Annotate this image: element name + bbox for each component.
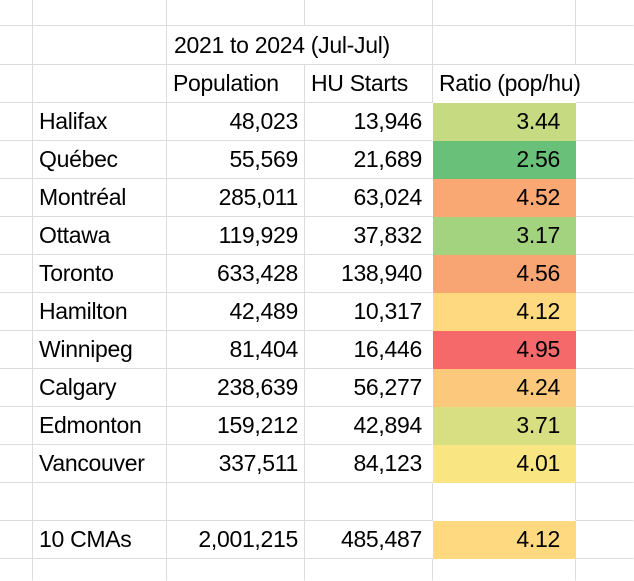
city-name-cell[interactable]: Calgary <box>33 369 167 407</box>
empty-cell[interactable] <box>33 0 167 26</box>
empty-cell[interactable] <box>33 483 167 521</box>
empty-cell[interactable] <box>576 521 634 559</box>
population-header-cell[interactable]: Population <box>167 65 305 103</box>
total-label-cell[interactable]: 10 CMAs <box>33 521 167 559</box>
hu-starts-header-cell[interactable]: HU Starts <box>305 65 433 103</box>
empty-cell[interactable] <box>305 483 433 521</box>
ratio-value-cell[interactable]: 4.95 <box>433 331 576 369</box>
empty-cell[interactable] <box>433 559 576 581</box>
empty-cell[interactable] <box>576 407 634 445</box>
table-title-cell[interactable]: 2021 to 2024 (Jul-Jul) <box>167 26 433 65</box>
population-value-cell[interactable]: 159,212 <box>167 407 305 445</box>
empty-cell[interactable] <box>0 521 33 559</box>
ratio-header-cell[interactable]: Ratio (pop/hu) <box>439 70 581 96</box>
hu-starts-value-cell[interactable]: 37,832 <box>305 217 433 255</box>
city-name-cell[interactable]: Hamilton <box>33 293 167 331</box>
empty-cell[interactable] <box>576 179 634 217</box>
city-name-cell[interactable]: Toronto <box>33 255 167 293</box>
population-value-cell[interactable]: 285,011 <box>167 179 305 217</box>
city-name-cell[interactable]: Halifax <box>33 103 167 141</box>
empty-cell[interactable] <box>576 141 634 179</box>
hu-starts-value-cell[interactable]: 138,940 <box>305 255 433 293</box>
empty-cell[interactable] <box>576 65 634 103</box>
empty-cell[interactable] <box>576 293 634 331</box>
hu-starts-value-cell[interactable]: 10,317 <box>305 293 433 331</box>
ratio-value-cell[interactable]: 4.01 <box>433 445 576 483</box>
hu-starts-value-cell[interactable]: 84,123 <box>305 445 433 483</box>
ratio-value-cell[interactable]: 3.17 <box>433 217 576 255</box>
population-value-cell[interactable]: 119,929 <box>167 217 305 255</box>
empty-cell[interactable] <box>33 26 167 65</box>
empty-cell[interactable] <box>576 483 634 521</box>
empty-cell[interactable] <box>0 26 33 65</box>
empty-cell[interactable] <box>0 103 33 141</box>
population-value-cell[interactable]: 238,639 <box>167 369 305 407</box>
total-hu-starts-cell[interactable]: 485,487 <box>305 521 433 559</box>
city-name-cell[interactable]: Vancouver <box>33 445 167 483</box>
empty-cell[interactable] <box>0 179 33 217</box>
population-value-cell[interactable]: 81,404 <box>167 331 305 369</box>
total-ratio-cell[interactable]: 4.12 <box>433 521 576 559</box>
city-name-cell[interactable]: Winnipeg <box>33 331 167 369</box>
empty-cell[interactable] <box>0 217 33 255</box>
city-name-cell[interactable]: Edmonton <box>33 407 167 445</box>
empty-cell[interactable] <box>0 407 33 445</box>
hu-starts-value-cell[interactable]: 42,894 <box>305 407 433 445</box>
empty-cell[interactable] <box>576 559 634 581</box>
empty-cell[interactable] <box>0 65 33 103</box>
empty-cell[interactable] <box>0 0 33 26</box>
ratio-value-cell[interactable]: 2.56 <box>433 141 576 179</box>
empty-cell[interactable] <box>0 293 33 331</box>
hu-starts-value-cell[interactable]: 16,446 <box>305 331 433 369</box>
city-name-cell[interactable]: Québec <box>33 141 167 179</box>
hu-starts-value-cell[interactable]: 21,689 <box>305 141 433 179</box>
population-value-cell[interactable]: 633,428 <box>167 255 305 293</box>
ratio-value-cell[interactable]: 4.24 <box>433 369 576 407</box>
empty-cell[interactable] <box>433 0 576 26</box>
population-value-cell[interactable]: 337,511 <box>167 445 305 483</box>
ratio-value-cell[interactable]: 4.56 <box>433 255 576 293</box>
empty-cell[interactable] <box>0 369 33 407</box>
total-population-cell[interactable]: 2,001,215 <box>167 521 305 559</box>
empty-cell[interactable] <box>576 445 634 483</box>
empty-cell[interactable] <box>0 331 33 369</box>
empty-cell[interactable] <box>167 0 305 26</box>
ratio-value-cell[interactable]: 3.71 <box>433 407 576 445</box>
empty-cell[interactable] <box>0 559 33 581</box>
city-name-cell[interactable]: Ottawa <box>33 217 167 255</box>
population-value-cell[interactable]: 48,023 <box>167 103 305 141</box>
ratio-value-cell[interactable]: 4.12 <box>433 293 576 331</box>
empty-cell[interactable] <box>576 369 634 407</box>
hu-starts-value-cell[interactable]: 56,277 <box>305 369 433 407</box>
empty-cell[interactable] <box>433 483 576 521</box>
empty-cell[interactable] <box>576 103 634 141</box>
empty-cell[interactable] <box>167 483 305 521</box>
empty-cell[interactable] <box>33 559 167 581</box>
empty-cell[interactable] <box>576 0 634 26</box>
empty-cell[interactable] <box>167 559 305 581</box>
empty-cell[interactable] <box>576 26 634 65</box>
empty-cell[interactable] <box>305 0 433 26</box>
empty-cell[interactable] <box>0 255 33 293</box>
empty-cell[interactable] <box>0 483 33 521</box>
empty-cell[interactable] <box>0 141 33 179</box>
empty-cell[interactable] <box>33 65 167 103</box>
city-name-cell[interactable]: Montréal <box>33 179 167 217</box>
ratio-value-cell[interactable]: 4.52 <box>433 179 576 217</box>
hu-starts-value-cell[interactable]: 13,946 <box>305 103 433 141</box>
empty-cell[interactable] <box>576 331 634 369</box>
empty-cell[interactable] <box>576 217 634 255</box>
hu-starts-value-cell[interactable]: 63,024 <box>305 179 433 217</box>
empty-cell[interactable] <box>305 559 433 581</box>
empty-cell[interactable] <box>433 26 576 65</box>
population-value-cell[interactable]: 42,489 <box>167 293 305 331</box>
population-value-cell[interactable]: 55,569 <box>167 141 305 179</box>
empty-cell[interactable] <box>0 445 33 483</box>
empty-cell[interactable] <box>576 255 634 293</box>
ratio-value-cell[interactable]: 3.44 <box>433 103 576 141</box>
